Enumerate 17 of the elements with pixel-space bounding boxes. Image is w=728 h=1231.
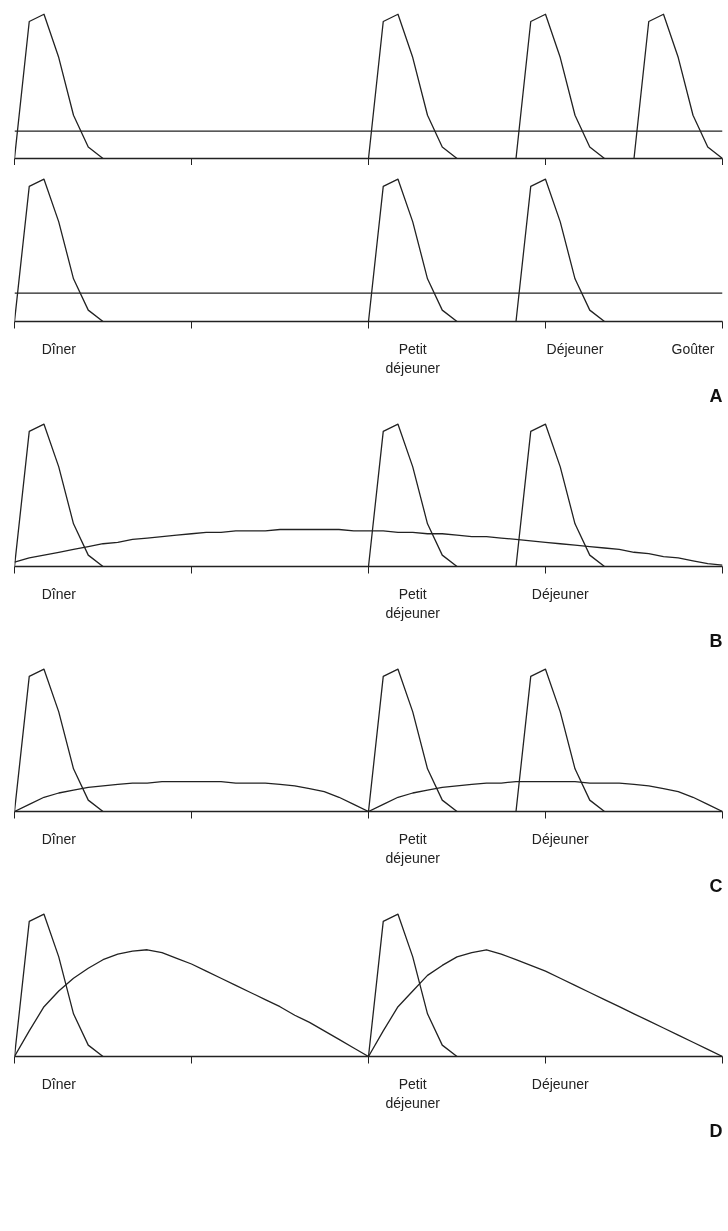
x-tick-label: Petit déjeuner [385, 585, 441, 621]
x-tick-label: Dîner [41, 830, 77, 847]
x-tick-label: Déjeuner [531, 585, 589, 602]
text: A [709, 385, 723, 406]
x-tick-label: Petit déjeuner [385, 340, 441, 376]
x-tick-label: Dîner [41, 585, 77, 602]
x-tick-label: Petit déjeuner [385, 1075, 441, 1111]
x-tick-label: Dîner [41, 1075, 77, 1092]
text: C [709, 875, 723, 896]
x-tick-label: Dîner [41, 340, 77, 357]
x-tick-label: Goûter [671, 340, 715, 357]
x-tick-label: Déjeuner [531, 1075, 589, 1092]
x-tick-label: Déjeuner [531, 830, 589, 847]
x-tick-label: Déjeuner [546, 340, 604, 357]
text: D [709, 1120, 723, 1141]
text: B [709, 630, 723, 651]
x-tick-label: Petit déjeuner [385, 830, 441, 866]
